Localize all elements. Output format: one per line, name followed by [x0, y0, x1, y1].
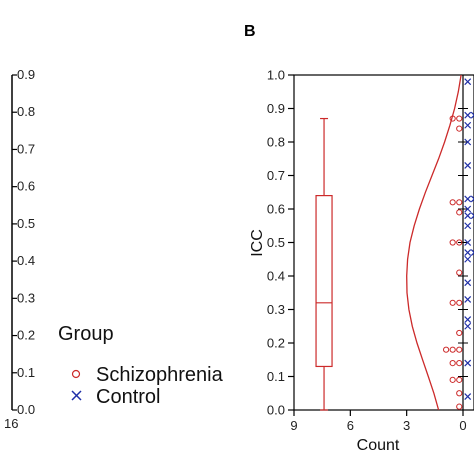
panel-a-y-tick-label: 0.1 — [17, 365, 35, 380]
point-schizophrenia — [456, 115, 463, 122]
y-tick-label: 0.7 — [267, 168, 285, 183]
panel-a-y-tick-label: 0.6 — [17, 179, 35, 194]
point-schizophrenia — [456, 390, 463, 397]
panel-a-y-tick-label: 0.8 — [17, 104, 35, 119]
point-control — [464, 249, 472, 256]
point-control — [470, 195, 474, 203]
point-schizophrenia — [456, 269, 463, 276]
point-schizophrenia — [456, 239, 463, 246]
legend-title: Group — [58, 323, 114, 345]
point-control — [464, 393, 472, 401]
point-schizophrenia — [456, 199, 463, 206]
legend: Group Schizophrenia Control — [58, 323, 224, 408]
x-tick-label: 6 — [347, 418, 354, 433]
point-control — [464, 212, 472, 220]
y-tick-label: 0.8 — [267, 135, 285, 150]
panel-a-y-tick-label: 0.7 — [17, 141, 35, 156]
box — [315, 195, 333, 368]
point-control — [464, 296, 472, 303]
panel-a-x-tick-label: 16 — [4, 416, 18, 431]
panel-b: B ICC Count 0.00.10.20.30.40.50.60.70.80… — [244, 23, 474, 454]
y-axis-title: ICC — [249, 229, 266, 257]
point-schizophrenia — [456, 125, 463, 132]
plot-frame — [293, 74, 474, 411]
point-schizophrenia — [449, 360, 456, 367]
point-schizophrenia — [449, 115, 456, 122]
x-tick-label: 9 — [290, 418, 297, 433]
point-schizophrenia — [456, 299, 463, 306]
point-control — [464, 322, 472, 330]
point-schizophrenia — [449, 199, 456, 206]
point-schizophrenia — [449, 376, 456, 383]
y-tick-label: 0.9 — [267, 101, 285, 116]
panel-a-y-ticks: 0.0 0.1 0.2 0.3 0.4 0.5 0.6 0.7 0.8 0.9 — [12, 67, 35, 417]
point-schizophrenia — [456, 329, 463, 337]
legend-control-marker — [71, 390, 82, 401]
point-schizophrenia — [456, 346, 463, 353]
point-schizophrenia — [456, 360, 463, 367]
y-tick-label: 0.4 — [267, 269, 285, 284]
point-control — [464, 239, 472, 246]
panel-a: 0.0 0.1 0.2 0.3 0.4 0.5 0.6 0.7 0.8 0.9 16 Group … — [4, 67, 224, 431]
density-curve — [406, 74, 462, 411]
y-tick-label: 0.1 — [267, 369, 285, 384]
x-tick-label: 0 — [459, 418, 466, 433]
panel-b-label: B — [244, 23, 256, 40]
point-control — [464, 78, 472, 86]
point-control — [464, 162, 472, 169]
point-control — [464, 279, 472, 287]
point-control — [464, 359, 472, 367]
y-tick-label: 0.3 — [267, 302, 285, 317]
point-control — [464, 138, 472, 146]
y-tick-label: 0.6 — [267, 202, 285, 217]
point-control — [470, 111, 474, 119]
x-ticks: 9 6 3 0 — [290, 410, 467, 433]
panel-a-y-tick-label: 0.5 — [17, 216, 35, 231]
point-control — [464, 111, 472, 119]
panel-a-y-tick-label: 0.3 — [17, 290, 35, 305]
point-schizophrenia — [449, 299, 456, 306]
y-tick-label: 1.0 — [267, 68, 285, 83]
point-schizophrenia — [443, 346, 450, 353]
legend-schizophrenia-marker — [71, 369, 81, 379]
legend-schizophrenia-label: Schizophrenia — [96, 364, 224, 386]
y-tick-label: 0.0 — [267, 403, 285, 418]
point-control — [464, 255, 472, 263]
x-tick-label: 3 — [403, 418, 410, 433]
y-tick-label: 0.2 — [267, 336, 285, 351]
point-schizophrenia — [449, 239, 456, 246]
point-schizophrenia — [449, 346, 456, 353]
point-control — [464, 316, 472, 323]
panel-a-y-tick-label: 0.4 — [17, 253, 35, 268]
point-control — [470, 212, 474, 220]
y-ticks: 0.0 0.1 0.2 0.3 0.4 0.5 0.6 0.7 0.8 0.9 1.0 — [267, 68, 468, 418]
point-control — [464, 205, 472, 213]
panel-a-y-tick-label: 0.9 — [17, 67, 35, 82]
point-schizophrenia — [456, 403, 463, 410]
point-schizophrenia — [456, 376, 463, 383]
point-control — [470, 249, 474, 256]
point-control — [464, 121, 472, 129]
boxplot — [315, 117, 333, 411]
y-tick-label: 0.5 — [267, 235, 285, 250]
point-schizophrenia — [456, 209, 463, 216]
data-points — [443, 78, 474, 410]
point-control — [464, 222, 472, 230]
point-control — [464, 195, 472, 203]
panel-a-y-tick-label: 0.0 — [17, 402, 35, 417]
panel-a-y-tick-label: 0.2 — [17, 328, 35, 343]
legend-control-label: Control — [96, 386, 160, 408]
x-axis-title: Count — [357, 437, 400, 454]
